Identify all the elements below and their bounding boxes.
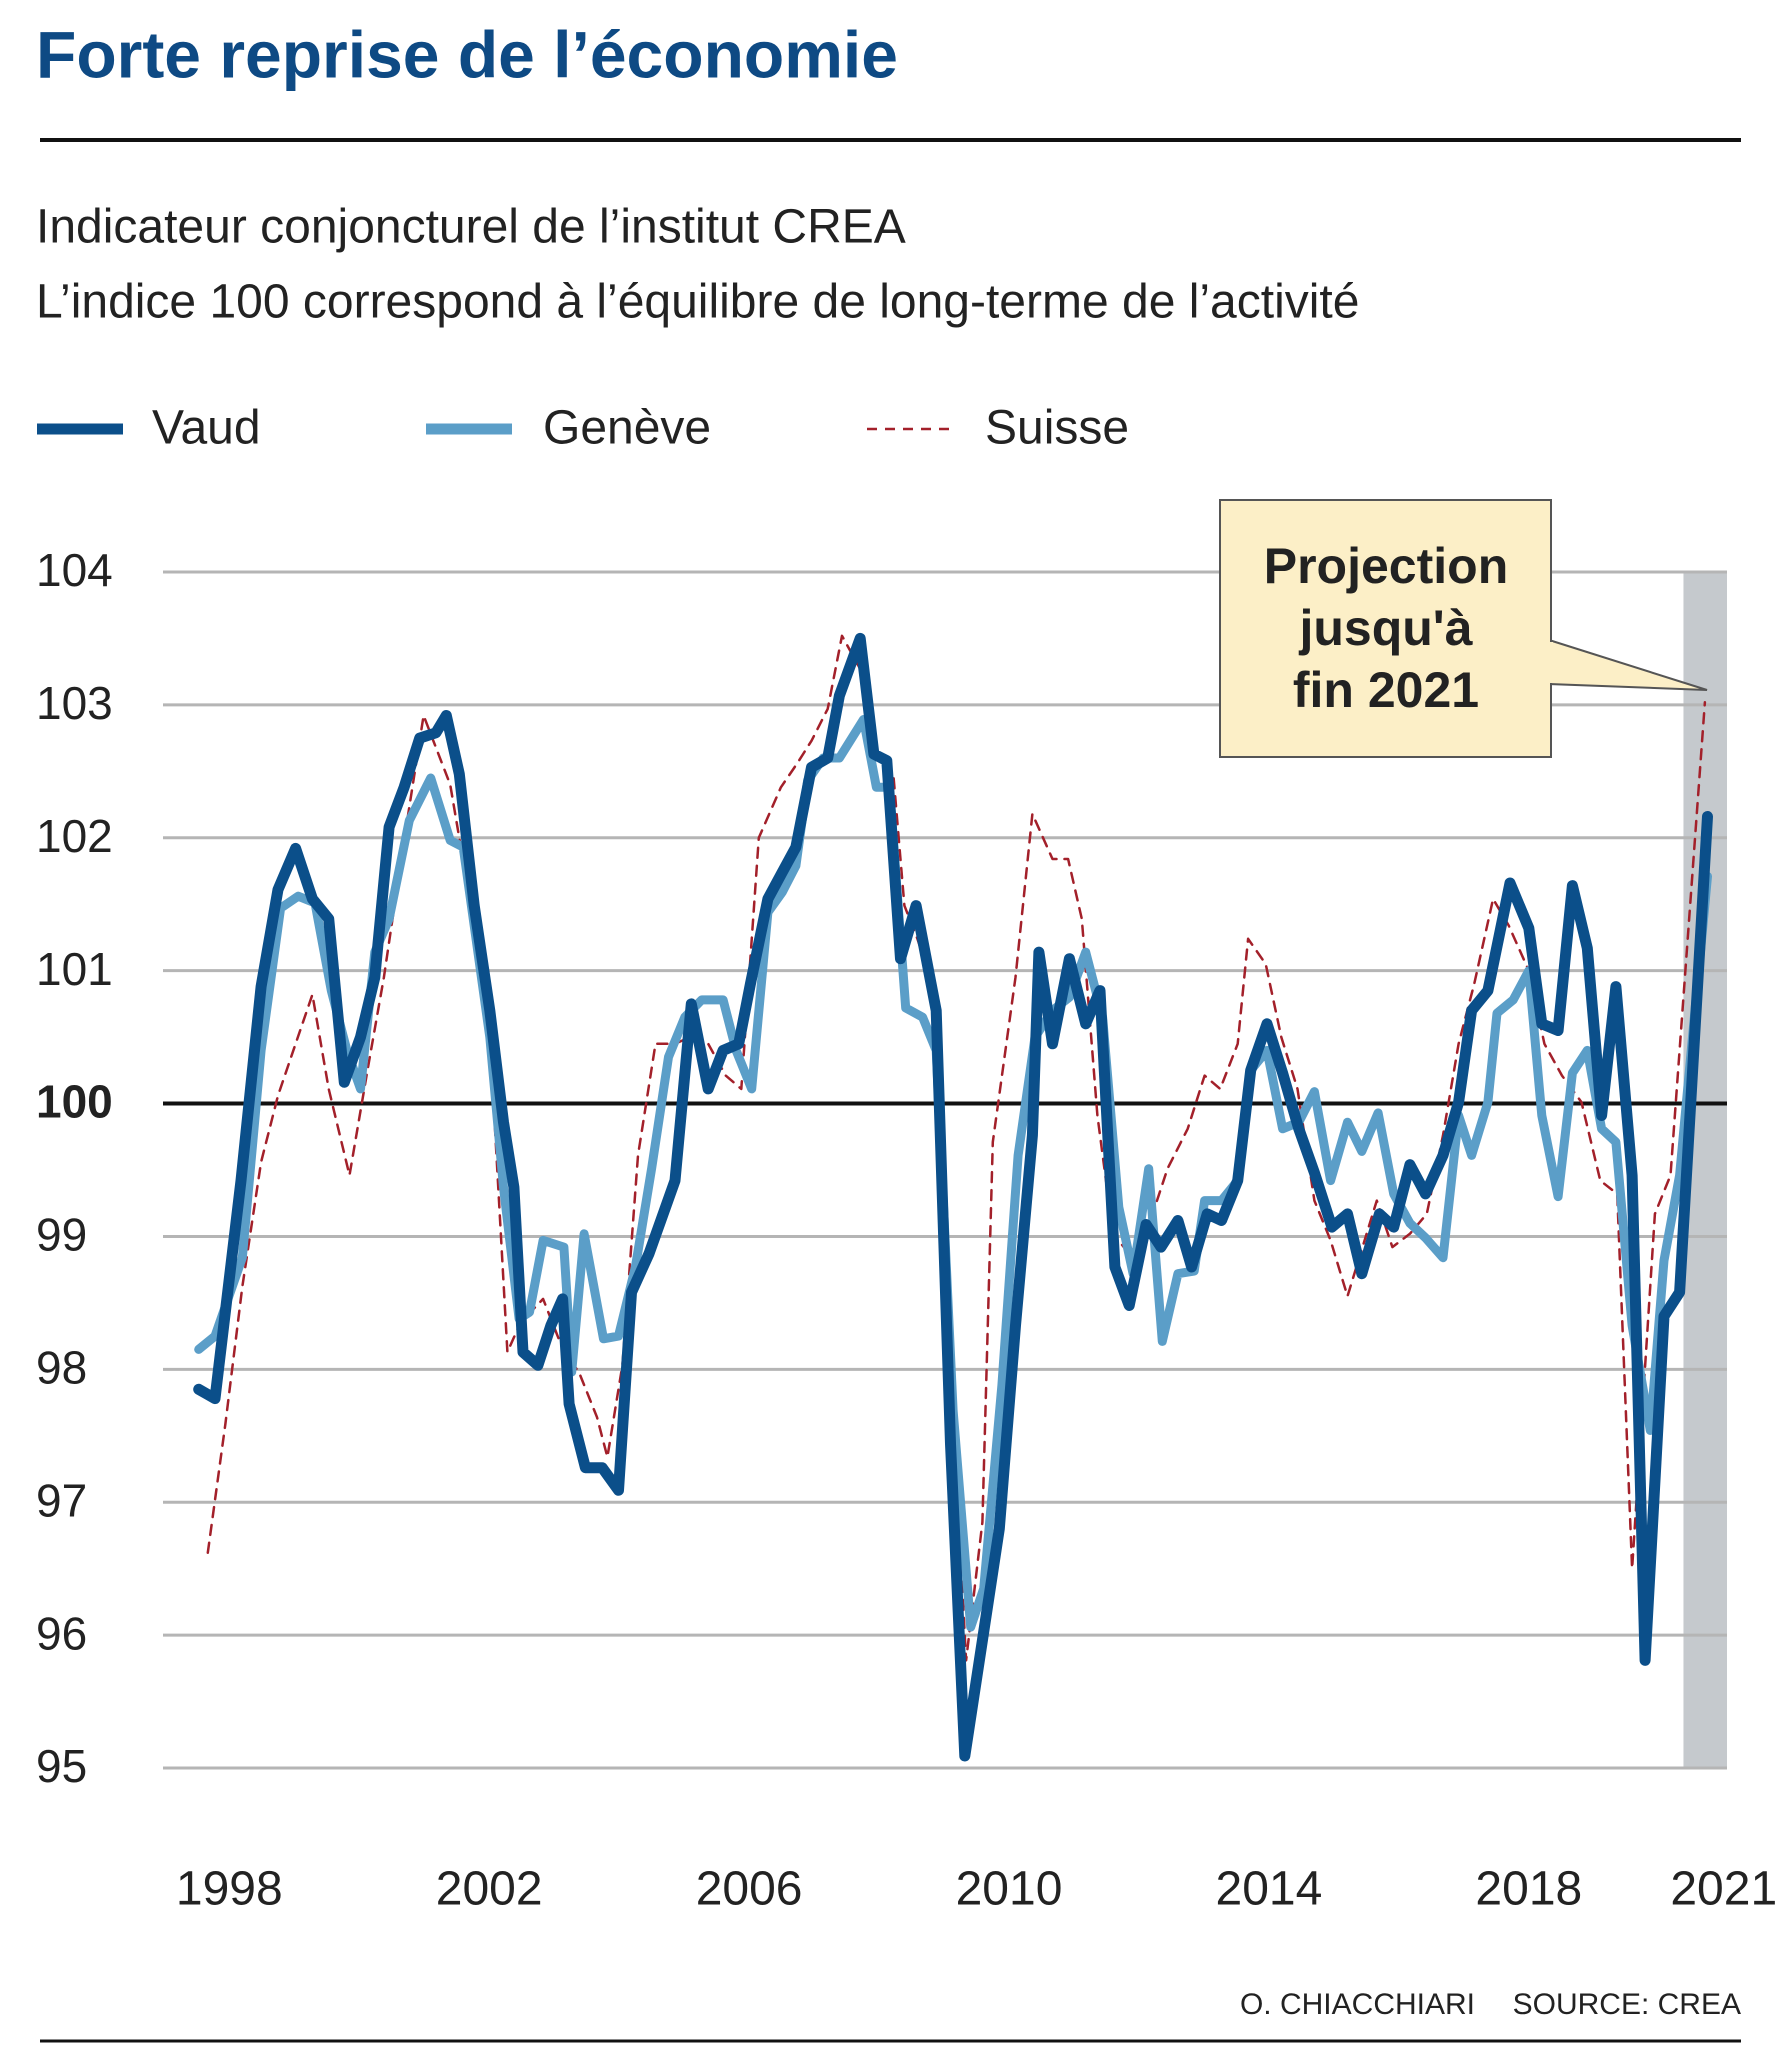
x-tick-label: 1998: [176, 1863, 283, 1916]
y-tick-label: 97: [36, 1474, 87, 1526]
credit: O. CHIACCHIARI: [1240, 1988, 1475, 2021]
subtitle: Indicateur conjoncturel de l’institut CR…: [36, 201, 906, 254]
annotation-box: [1219, 499, 1552, 758]
x-tick-label: 2018: [1475, 1863, 1582, 1916]
y-tick-label: 102: [36, 810, 113, 862]
series-line: [193, 632, 1713, 1762]
x-tick-label: 2021: [1670, 1863, 1777, 1916]
chart-title: Forte reprise de l’économie: [36, 17, 898, 91]
y-tick-label: 96: [36, 1607, 87, 1659]
y-tick-label: 99: [36, 1209, 87, 1261]
y-tick-label: 104: [36, 544, 113, 596]
y-tick-label: 100: [36, 1076, 113, 1128]
legend-label: Vaud: [152, 402, 261, 455]
y-tick-label: 103: [36, 677, 113, 729]
x-tick-label: 2006: [696, 1863, 803, 1916]
annotation-text: Projection: [1264, 538, 1508, 594]
credit: SOURCE: CREA: [1513, 1988, 1741, 2021]
y-tick-label: 101: [36, 943, 113, 995]
x-tick-label: 2014: [1216, 1863, 1323, 1916]
x-tick-label: 2002: [436, 1863, 543, 1916]
y-tick-label: 98: [36, 1341, 87, 1393]
legend-label: Genève: [543, 402, 711, 455]
annotation-text: jusqu'à: [1298, 600, 1472, 656]
annotation-box-cover: [1549, 642, 1553, 683]
x-tick-label: 2010: [956, 1863, 1063, 1916]
annotation-pointer: [1548, 638, 1708, 691]
y-tick-label: 95: [36, 1740, 87, 1792]
legend-label: Suisse: [985, 402, 1129, 455]
annotation-text: fin 2021: [1293, 662, 1479, 718]
subtitle: L’indice 100 correspond à l’équilibre de…: [36, 276, 1359, 329]
